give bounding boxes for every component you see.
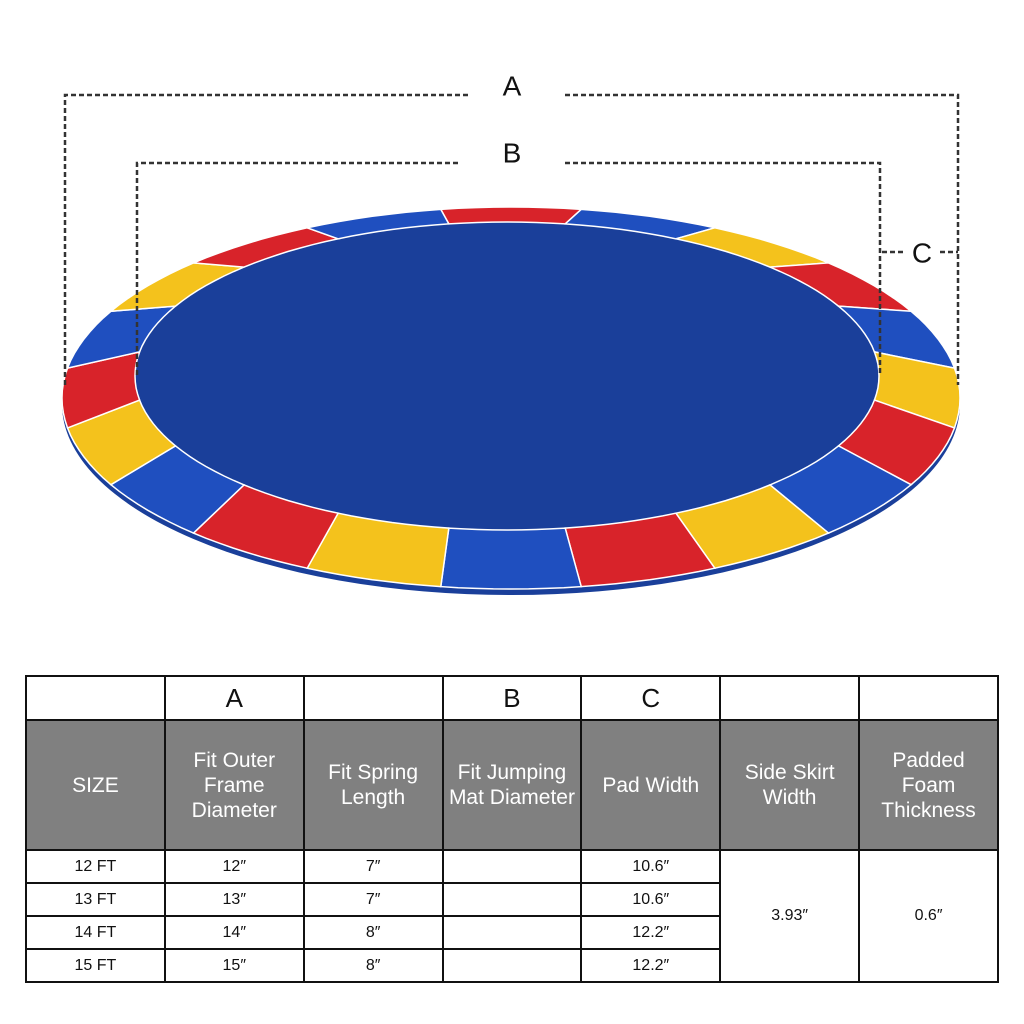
label-c: C [912,237,932,268]
header: Fit Spring Length [302,719,444,851]
pad-ring [61,206,961,595]
cell: 7″ [302,849,444,884]
data-row: 15 FT 15″ 8″ 12.2″ [25,948,998,983]
cell [719,675,861,721]
cell [441,948,583,983]
cell: 14 FT [25,915,166,950]
size-table: A B C SIZE Fit Outer Frame Diameter Fit … [25,675,999,983]
cell: 12″ [163,849,305,884]
cell [441,915,583,950]
cell [441,882,583,917]
data-row: 14 FT 14″ 8″ 12.2″ [25,915,998,950]
pad-segment [439,527,583,590]
letter: B [441,675,583,721]
cell: 13″ [163,882,305,917]
pad-segment [439,206,584,225]
cell: 10.6″ [580,849,722,884]
header: SIZE [25,719,166,851]
data-row: 12 FT 12″ 7″ 10.6″ 3.93″ 0.6″ [25,849,999,983]
cell [25,675,166,721]
cell: 13 FT [25,882,166,917]
trampoline-diagram: A B C [61,70,961,595]
letter-row: A B C [25,675,999,721]
cell: 8″ [302,948,444,983]
cell: 15 FT [25,948,166,983]
cell: 12.2″ [580,948,722,983]
cell: 3.93″ [719,849,861,983]
cell: 14″ [163,915,305,950]
cell [441,849,583,884]
header: Padded Foam Thickness [858,719,999,851]
cell: 8″ [302,915,444,950]
dimension-b [135,161,882,375]
cell: 15″ [163,948,305,983]
header: Fit Jumping Mat Diameter [441,719,583,851]
cell: 12 FT [25,849,166,884]
cell [858,675,999,721]
label-b: B [503,137,522,168]
data-row: 13 FT 13″ 7″ 10.6″ [25,882,998,917]
header-row: SIZE Fit Outer Frame Diameter Fit Spring… [25,719,999,851]
letter: A [163,675,305,721]
dimension-a [63,93,960,385]
cell: 12.2″ [580,915,722,950]
cell: 7″ [302,882,444,917]
letter: C [580,675,722,721]
header: Pad Width [580,719,722,851]
header: Side Skirt Width [719,719,861,851]
cell: 0.6″ [858,849,999,983]
label-a: A [503,70,522,101]
pad-segment [304,208,451,240]
cell: 10.6″ [580,882,722,917]
header: Fit Outer Frame Diameter [163,719,305,851]
cell [302,675,444,721]
